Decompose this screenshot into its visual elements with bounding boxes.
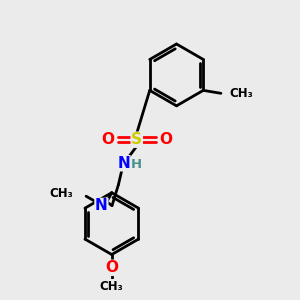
Text: N: N <box>117 156 130 171</box>
Text: N: N <box>95 198 108 213</box>
Text: O: O <box>105 260 118 275</box>
Text: CH₃: CH₃ <box>229 87 253 100</box>
Text: H: H <box>130 158 142 171</box>
Text: CH₃: CH₃ <box>49 187 73 200</box>
Text: CH₃: CH₃ <box>100 280 124 292</box>
Text: O: O <box>160 132 173 147</box>
Text: S: S <box>131 132 142 147</box>
Text: O: O <box>101 132 114 147</box>
